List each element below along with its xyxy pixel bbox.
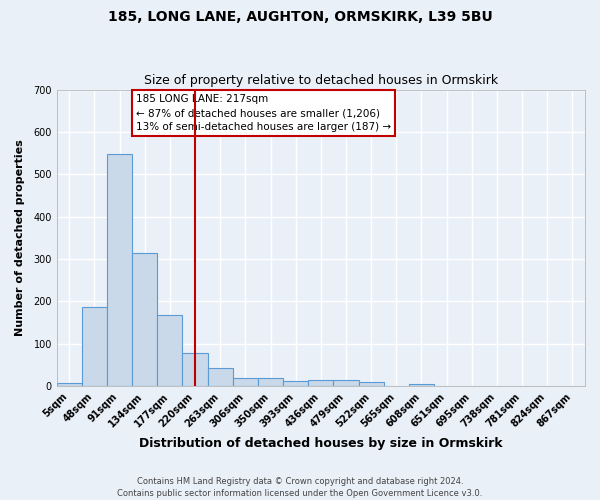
Text: Contains HM Land Registry data © Crown copyright and database right 2024.
Contai: Contains HM Land Registry data © Crown c… bbox=[118, 476, 482, 498]
Bar bbox=[132, 252, 157, 386]
Bar bbox=[182, 353, 208, 386]
Bar bbox=[283, 380, 308, 386]
Bar bbox=[82, 306, 107, 386]
Title: Size of property relative to detached houses in Ormskirk: Size of property relative to detached ho… bbox=[144, 74, 498, 87]
Bar bbox=[56, 383, 82, 386]
Bar bbox=[157, 315, 182, 386]
Bar bbox=[208, 368, 233, 386]
Y-axis label: Number of detached properties: Number of detached properties bbox=[15, 140, 25, 336]
Bar bbox=[107, 154, 132, 386]
Bar bbox=[233, 378, 258, 386]
Bar bbox=[308, 380, 334, 386]
Bar bbox=[258, 378, 283, 386]
Text: 185, LONG LANE, AUGHTON, ORMSKIRK, L39 5BU: 185, LONG LANE, AUGHTON, ORMSKIRK, L39 5… bbox=[107, 10, 493, 24]
Bar bbox=[409, 384, 434, 386]
X-axis label: Distribution of detached houses by size in Ormskirk: Distribution of detached houses by size … bbox=[139, 437, 503, 450]
Bar bbox=[334, 380, 359, 386]
Text: 185 LONG LANE: 217sqm
← 87% of detached houses are smaller (1,206)
13% of semi-d: 185 LONG LANE: 217sqm ← 87% of detached … bbox=[136, 94, 391, 132]
Bar bbox=[359, 382, 384, 386]
